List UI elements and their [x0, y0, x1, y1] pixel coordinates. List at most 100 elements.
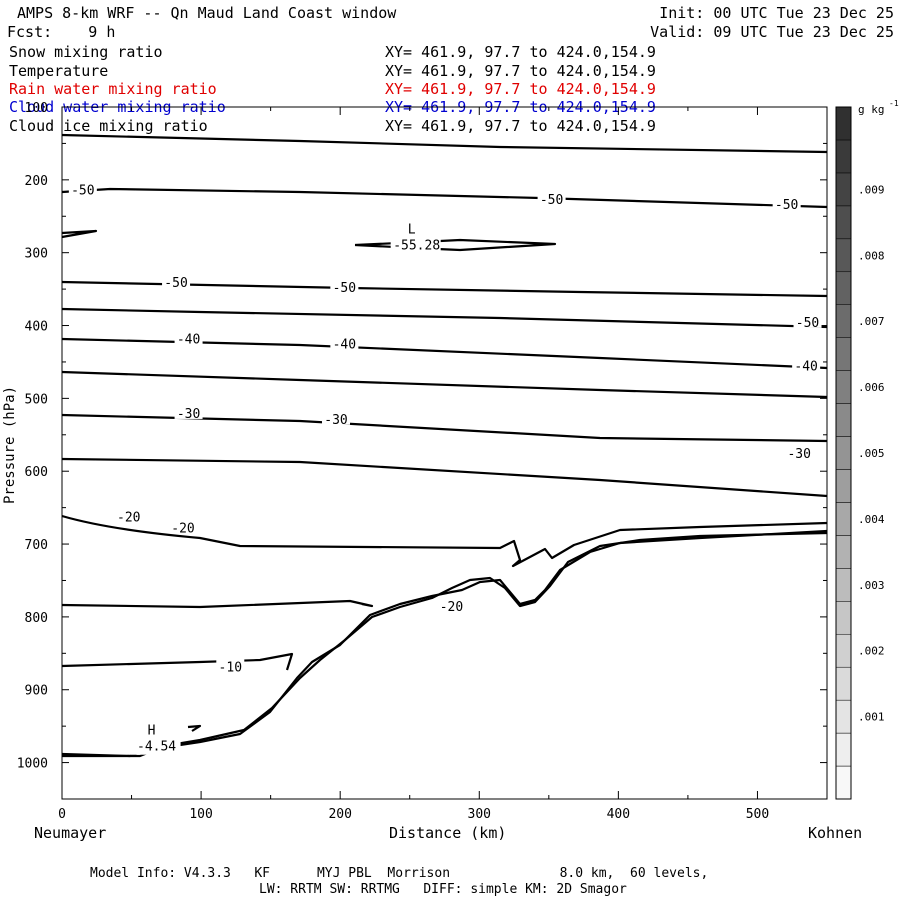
- field-xy: XY= 461.9, 97.7 to 424.0,154.9: [385, 117, 656, 135]
- temperature-contours: [61, 133, 828, 758]
- y-tick-label: 200: [25, 174, 48, 189]
- x-end-station: Kohnen: [808, 824, 863, 842]
- colorbar-bin: [835, 568, 852, 602]
- colorbar-unit-exponent: -1: [889, 99, 899, 108]
- plot-frame: [61, 106, 828, 800]
- high-marker-bg: [130, 720, 181, 755]
- model-info-line2: LW: RRTM SW: RRTMG DIFF: simple KM: 2D S…: [259, 882, 627, 897]
- contour-label-bg: [322, 411, 351, 425]
- colorbar-bin: [835, 304, 852, 338]
- low-marker-bg: [390, 219, 441, 254]
- contour-label: -50: [540, 193, 563, 208]
- contour-label: -30: [787, 447, 810, 462]
- model-info-line1: Model Info: V4.3.3 KF MYJ PBL Morrison 8…: [90, 866, 709, 881]
- contour-label-bg: [792, 358, 821, 372]
- colorbar-unit: g kg: [858, 103, 885, 116]
- contour-label-bg: [162, 274, 191, 288]
- colorbar-label: .006: [858, 381, 885, 394]
- high-value: -4.54: [137, 740, 176, 755]
- x-start-station: Neumayer: [34, 824, 107, 842]
- contour-label: -50: [775, 198, 798, 213]
- x-tick-label: 400: [607, 807, 630, 822]
- contour-line: [61, 280, 828, 298]
- colorbar-bin: [835, 436, 852, 470]
- contour-label-bg: [330, 279, 359, 293]
- colorbar-bin: [835, 699, 852, 734]
- contour-line: [61, 652, 294, 671]
- contour-line: [354, 238, 557, 252]
- contour-label-bg: [785, 446, 814, 459]
- colorbar-bin: [835, 370, 852, 404]
- colorbar-label: .008: [858, 249, 885, 262]
- y-axis-label: Pressure (hPa): [2, 385, 18, 504]
- contour-line: [61, 187, 828, 209]
- x-tick-label: 100: [189, 807, 212, 822]
- valid-time: Valid: 09 UTC Tue 23 Dec 25: [650, 23, 894, 41]
- x-axis-ticks: 0 100 200 300 400 500: [58, 107, 769, 822]
- contour-label-bg: [793, 314, 822, 328]
- colorbar-bin: [835, 205, 852, 240]
- contour-label: -40: [333, 338, 356, 353]
- colorbar-bin: [835, 271, 852, 305]
- contour-line: [61, 514, 828, 568]
- x-tick-label: 0: [58, 807, 66, 822]
- colorbar-bin: [835, 238, 852, 273]
- x-tick-label: 300: [468, 807, 491, 822]
- contour-label-bg: [216, 659, 245, 673]
- init-time: Init: 00 UTC Tue 23 Dec 25: [659, 4, 894, 22]
- contour-label: -50: [796, 316, 819, 331]
- contour-label-bg: [114, 509, 143, 523]
- x-axis-label: Distance (km): [389, 824, 507, 842]
- colorbar-label: .009: [858, 183, 885, 196]
- colorbar-bin: [835, 172, 852, 207]
- contour-line: [62, 529, 828, 758]
- colorbar-bin: [835, 732, 852, 767]
- field-name: Cloud ice mixing ratio: [9, 117, 208, 135]
- contour-label: -20: [171, 521, 194, 536]
- x-tick-label: 500: [746, 807, 769, 822]
- y-tick-label: 700: [25, 538, 48, 553]
- contour-label: -40: [177, 333, 200, 348]
- contour-label-bg: [169, 520, 198, 534]
- colorbar-bin: [835, 666, 852, 701]
- colorbar-label: .003: [858, 579, 885, 592]
- contour-label: -50: [71, 183, 94, 198]
- colorbar-label: .005: [858, 447, 885, 460]
- field-name: Snow mixing ratio: [9, 43, 163, 61]
- y-tick-label: 1000: [17, 757, 48, 772]
- colorbar-label: .002: [858, 645, 885, 658]
- colorbar-label: .007: [858, 315, 885, 328]
- contour-line: [187, 724, 202, 732]
- chart-title: AMPS 8-km WRF -- Qn Maud Land Coast wind…: [17, 4, 397, 22]
- contour-label: -20: [440, 600, 463, 615]
- y-tick-label: 400: [25, 320, 48, 335]
- contour-label: -30: [324, 413, 347, 428]
- colorbar-bin: [835, 469, 852, 503]
- contour-label-bg: [537, 191, 566, 205]
- y-tick-label: 300: [25, 247, 48, 262]
- y-tick-label: 800: [25, 611, 48, 626]
- colorbar-bin: [835, 139, 852, 174]
- colorbar-bin: [835, 535, 852, 569]
- contour-line: [61, 531, 828, 758]
- y-tick-label: 600: [25, 465, 48, 480]
- colorbar-bin: [835, 502, 852, 536]
- contour-label-bg: [772, 196, 801, 210]
- contour-label: -10: [219, 660, 242, 675]
- field-xy: XY= 461.9, 97.7 to 424.0,154.9: [385, 62, 656, 80]
- colorbar-bin: [835, 601, 852, 635]
- contour-label: -40: [794, 360, 817, 375]
- contour-label: -50: [164, 276, 187, 291]
- colorbar-bin: [835, 403, 852, 437]
- contour-line: [61, 307, 828, 329]
- colorbar-bin: [835, 337, 852, 371]
- contour-line: [61, 599, 374, 609]
- colorbar-frame: [835, 106, 852, 800]
- contour-label: -20: [117, 510, 140, 525]
- colorbar-bin: [835, 106, 852, 141]
- field-name: Temperature: [9, 62, 109, 80]
- y-axis-ticks: 100 200 300 400 500 600 700 800 900 1000: [17, 101, 827, 772]
- contour-label: -30: [177, 407, 200, 422]
- contour-label-bg: [174, 331, 203, 345]
